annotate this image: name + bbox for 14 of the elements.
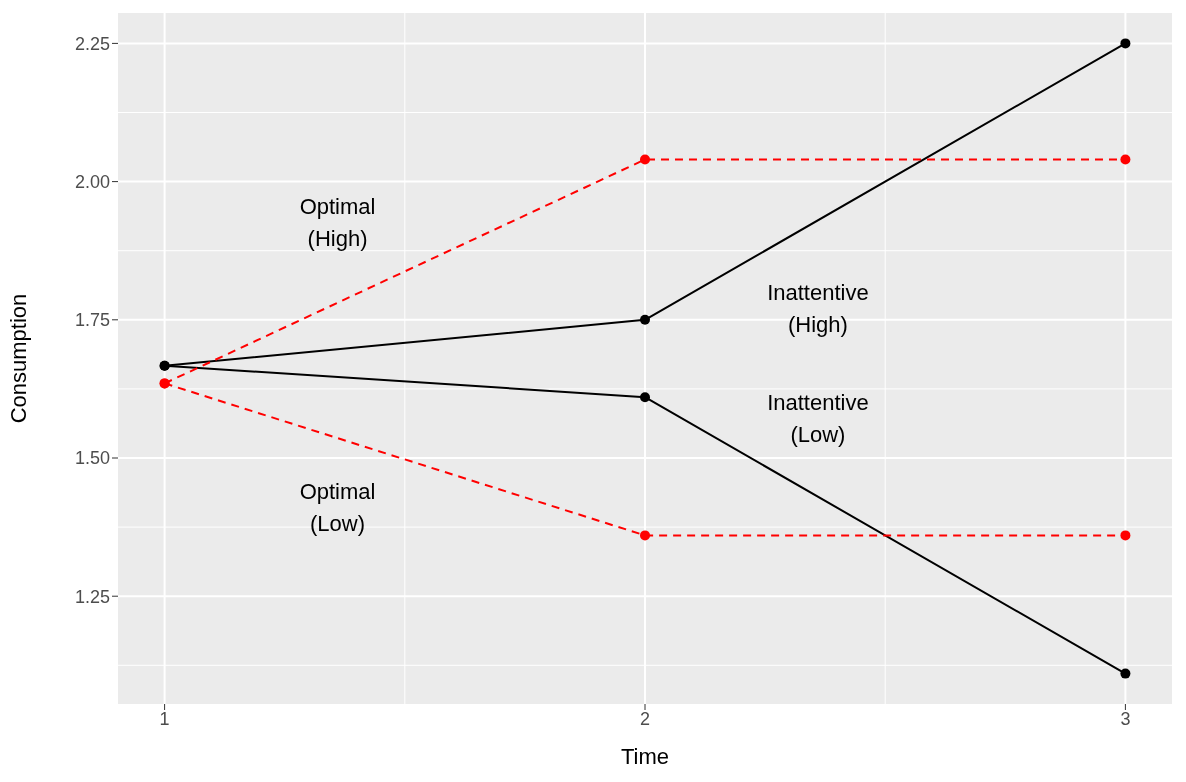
series-label: Inattentive (Low) (767, 390, 869, 448)
x-axis-title: Time (620, 744, 670, 769)
series-label: Inattentive (High) (767, 279, 869, 337)
series-label: Optimal (High) (299, 194, 376, 252)
y-tick-label: 1.25 (74, 586, 110, 607)
x-tick-label: 1 (159, 708, 170, 729)
y-axis-title: Consumption (5, 293, 31, 424)
series-label: Optimal (Low) (299, 478, 376, 536)
x-tick-label: 2 (639, 708, 651, 729)
y-tick-label: 1.75 (74, 310, 110, 331)
y-tick-label: 1.50 (74, 448, 110, 469)
x-tick-label: 3 (1120, 708, 1131, 729)
y-tick-label: 2.25 (74, 33, 110, 54)
y-tick-label: 2.00 (74, 171, 110, 192)
